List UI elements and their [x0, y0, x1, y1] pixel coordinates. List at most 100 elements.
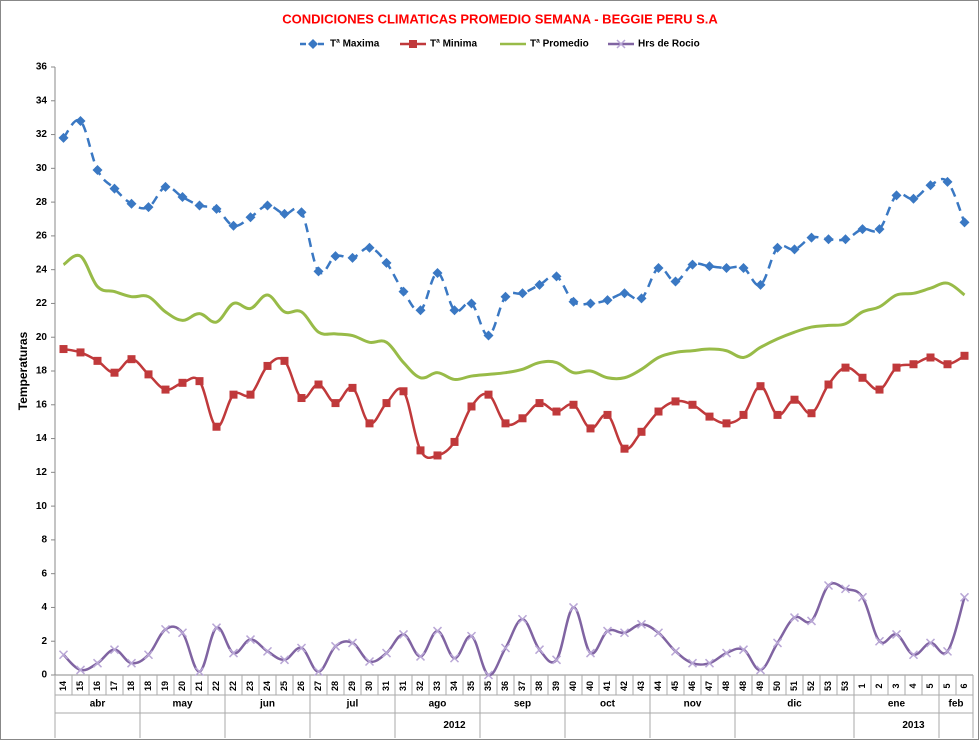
data-point	[636, 293, 647, 304]
data-point	[347, 638, 358, 648]
data-point	[568, 296, 579, 307]
y-tick-label: 10	[36, 501, 48, 512]
data-point	[671, 397, 680, 406]
y-tick-label: 36	[36, 62, 48, 73]
data-point	[687, 658, 698, 668]
data-point	[143, 202, 154, 213]
data-point	[110, 368, 119, 377]
year-label: 2013	[902, 720, 925, 731]
data-point	[926, 353, 935, 362]
y-tick-label: 30	[36, 163, 48, 174]
data-point	[891, 629, 902, 639]
data-point	[93, 356, 102, 365]
x-tick-label: 34	[449, 681, 459, 691]
data-point	[772, 242, 783, 253]
x-tick-label: 15	[75, 681, 85, 691]
data-point	[483, 670, 494, 680]
data-point	[364, 656, 375, 667]
year-label: 2012	[443, 720, 466, 731]
data-point	[212, 422, 221, 431]
data-point	[653, 262, 664, 273]
data-point	[552, 407, 561, 416]
y-tick-label: 28	[36, 197, 48, 208]
data-point	[161, 385, 170, 394]
data-point	[960, 351, 969, 360]
x-tick-label: 35	[483, 681, 493, 691]
data-point	[755, 665, 766, 675]
data-point	[194, 200, 205, 211]
y-tick-label: 4	[41, 602, 47, 613]
data-point	[229, 390, 238, 399]
data-point	[705, 412, 714, 421]
data-point	[688, 400, 697, 409]
data-point	[721, 648, 732, 658]
data-point	[959, 592, 970, 602]
data-point	[211, 203, 222, 214]
x-tick-label: 49	[755, 681, 765, 691]
data-point	[586, 424, 595, 433]
x-tick-label: 29	[347, 681, 357, 691]
x-tick-label: 31	[381, 681, 391, 691]
data-point	[654, 407, 663, 416]
data-point	[773, 410, 782, 419]
x-tick-label: 2	[874, 683, 884, 688]
data-point	[127, 355, 136, 364]
x-tick-label: 28	[330, 681, 340, 691]
data-point	[279, 208, 290, 219]
data-point	[823, 234, 834, 245]
data-point	[314, 380, 323, 389]
month-label: feb	[949, 699, 964, 710]
data-point	[738, 645, 749, 655]
x-tick-label: 22	[228, 681, 238, 691]
x-tick-label: 6	[959, 683, 969, 688]
legend-marker	[308, 39, 318, 49]
data-point	[144, 370, 153, 379]
y-tick-label: 26	[36, 231, 48, 242]
data-point	[467, 402, 476, 411]
data-point	[959, 217, 970, 228]
data-point	[92, 165, 103, 176]
data-point	[211, 623, 222, 633]
data-point	[76, 348, 85, 357]
data-point	[518, 414, 527, 423]
data-point	[925, 180, 936, 191]
x-tick-label: 39	[551, 681, 561, 691]
data-point	[892, 363, 901, 372]
y-tick-label: 20	[36, 332, 48, 343]
legend-label: Hrs de Rocio	[638, 39, 700, 50]
month-label: abr	[90, 699, 106, 710]
data-point	[840, 234, 851, 245]
y-tick-label: 16	[36, 399, 48, 410]
data-point	[637, 427, 646, 436]
data-point	[909, 360, 918, 369]
data-point	[857, 224, 868, 235]
data-point	[416, 446, 425, 455]
month-label: dic	[787, 699, 802, 710]
data-point	[942, 176, 953, 187]
legend-label: Tª Promedio	[530, 39, 589, 50]
data-point	[483, 330, 494, 341]
x-tick-label: 53	[823, 681, 833, 691]
x-tick-label: 40	[585, 681, 595, 691]
x-tick-label: 18	[126, 681, 136, 691]
data-point	[534, 645, 545, 655]
data-point	[789, 613, 800, 623]
data-point	[789, 244, 800, 255]
chart-title: CONDICIONES CLIMATICAS PROMEDIO SEMANA -…	[282, 11, 718, 26]
data-point	[263, 361, 272, 370]
data-point	[245, 635, 256, 645]
data-point	[143, 650, 154, 660]
data-point	[687, 259, 698, 270]
month-label: sep	[514, 699, 531, 710]
data-point	[619, 628, 630, 638]
data-point	[891, 190, 902, 201]
data-point	[280, 356, 289, 365]
data-point	[415, 651, 426, 661]
month-label: may	[172, 699, 192, 710]
x-tick-label: 16	[92, 681, 102, 691]
data-point	[365, 419, 374, 428]
x-tick-label: 40	[568, 681, 578, 691]
x-tick-label: 3	[891, 683, 901, 688]
data-point	[177, 628, 188, 638]
